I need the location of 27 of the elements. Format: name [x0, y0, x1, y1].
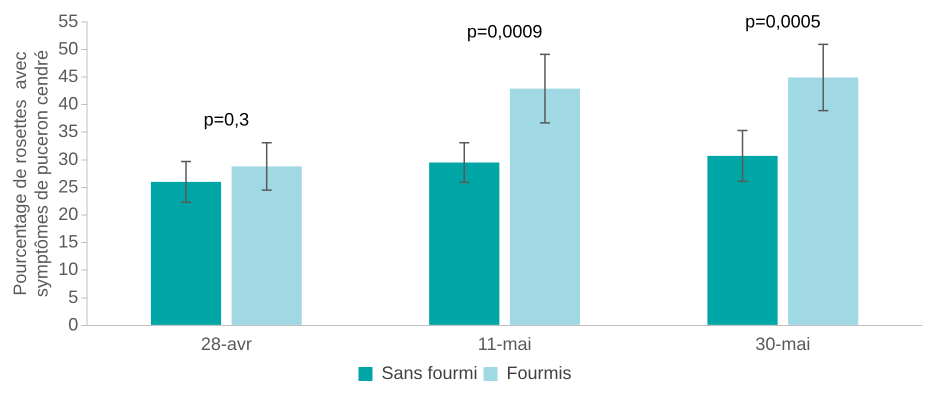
- y-tick-label: 5: [68, 286, 78, 307]
- y-tick-label: 15: [58, 232, 78, 252]
- x-tick-label: 30-mai: [755, 334, 810, 354]
- y-tick-label: 20: [58, 204, 78, 224]
- legend-label: Sans fourmi: [381, 362, 478, 383]
- y-tick-label: 0: [68, 314, 78, 334]
- y-tick-label: 35: [58, 121, 78, 142]
- y-tick-label: 40: [58, 94, 78, 114]
- y-tick-label: 45: [58, 66, 78, 86]
- bar: [232, 166, 302, 325]
- bar: [429, 162, 500, 325]
- legend-label: Fourmis: [506, 362, 572, 383]
- annotation: p=0,0009: [466, 21, 542, 42]
- y-axis-title: Pourcentage de rosettes avec symptômes de puceron cendré: [10, 50, 52, 298]
- bar: [788, 78, 858, 325]
- x-tick-label: 11-mai: [478, 334, 532, 354]
- y-tick-label: 10: [58, 259, 78, 280]
- bar: [510, 88, 580, 325]
- bar: [150, 182, 222, 325]
- x-tick-label: 28-avr: [200, 334, 252, 354]
- y-tick-label: 30: [58, 148, 78, 169]
- annotation: p=0,3: [204, 110, 250, 130]
- y-tick-label: 50: [58, 38, 78, 58]
- annotation: p=0,0005: [745, 11, 821, 32]
- y-tick-label: 55: [58, 10, 78, 31]
- y-tick-label: 25: [58, 176, 78, 196]
- bar: [707, 156, 778, 325]
